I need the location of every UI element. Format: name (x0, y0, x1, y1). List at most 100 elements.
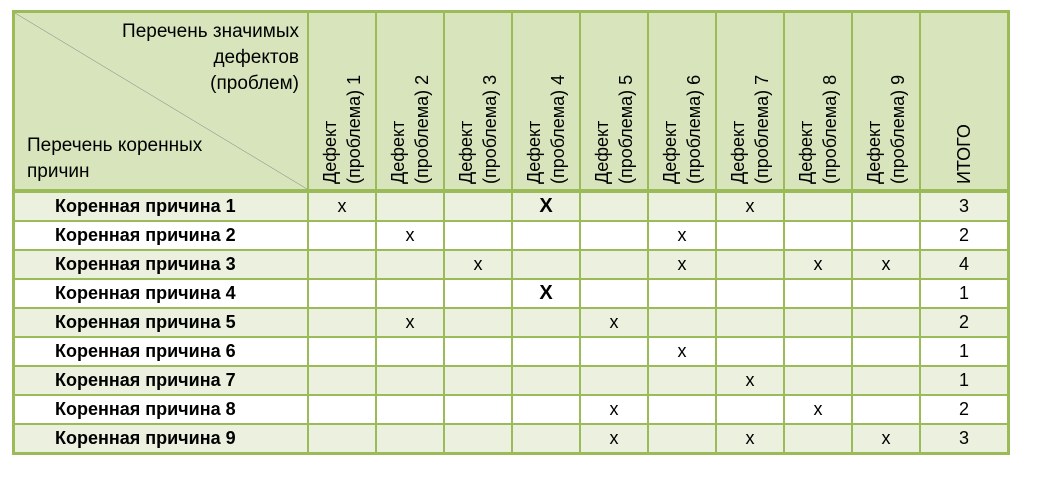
matrix-cell (511, 307, 581, 338)
matrix-cell (307, 278, 377, 309)
matrix-cell (443, 365, 513, 396)
matrix-cell: x (443, 249, 513, 280)
defect-column-header: Дефект (проблема) 9 (851, 10, 921, 193)
row-total: 1 (919, 365, 1010, 396)
table-row: Коренная причина 7 x 1 (12, 365, 1010, 396)
matrix-cell (375, 278, 445, 309)
matrix-cell: x (851, 423, 921, 455)
total-header-label: ИТОГО (954, 124, 974, 184)
total-header-text: ИТОГО (952, 18, 976, 184)
matrix-cell (783, 220, 853, 251)
defect-header-line: Дефект (592, 120, 612, 184)
matrix-cell: x (307, 190, 377, 222)
table-row: Коренная причина 4 X 1 (12, 278, 1010, 309)
matrix-cell (307, 365, 377, 396)
matrix-cell (579, 278, 649, 309)
matrix-cell: X (511, 190, 581, 222)
defect-column-header: Дефект (проблема) 3 (443, 10, 513, 193)
matrix-cell: x (851, 249, 921, 280)
defect-header-line: (проблема) 4 (548, 74, 568, 184)
matrix-cell (307, 394, 377, 425)
defect-header-line: Дефект (728, 120, 748, 184)
matrix-cell (647, 423, 717, 455)
matrix-cell (647, 307, 717, 338)
matrix-cell: x (715, 190, 785, 222)
matrix-cell (783, 278, 853, 309)
row-total: 4 (919, 249, 1010, 280)
defect-header-line: (проблема) 2 (412, 74, 432, 184)
defect-column-header: Дефект (проблема) 8 (783, 10, 853, 193)
defect-column-header: Дефект (проблема) 4 (511, 10, 581, 193)
matrix-cell (579, 365, 649, 396)
matrix-cell (647, 278, 717, 309)
matrix-cell (715, 336, 785, 367)
root-cause-label: Коренная причина 5 (12, 307, 309, 338)
defect-header-text: Дефект (проблема) 9 (862, 18, 910, 184)
defect-header-line: Дефект (864, 120, 884, 184)
matrix-cell (511, 365, 581, 396)
defects-caption-line: Перечень значимых (122, 21, 299, 42)
matrix-cell (443, 190, 513, 222)
matrix-cell (579, 190, 649, 222)
matrix-cell (443, 394, 513, 425)
defect-header-line: Дефект (660, 120, 680, 184)
defect-header-line: Дефект (524, 120, 544, 184)
defect-column-header: Дефект (проблема) 1 (307, 10, 377, 193)
header-row: Перечень значимых дефектов (проблем) Пер… (12, 10, 1010, 193)
matrix-cell (715, 307, 785, 338)
defect-header-line: (проблема) 3 (480, 74, 500, 184)
matrix-cell (375, 249, 445, 280)
matrix-cell: x (715, 423, 785, 455)
matrix-cell (851, 278, 921, 309)
matrix-cell (783, 307, 853, 338)
row-total: 3 (919, 423, 1010, 455)
causes-caption-line: причин (27, 161, 90, 182)
table-row: Коренная причина 6 x 1 (12, 336, 1010, 367)
defect-header-line: (проблема) 7 (752, 74, 772, 184)
defect-column-header: Дефект (проблема) 2 (375, 10, 445, 193)
defect-header-line: Дефект (320, 120, 340, 184)
matrix-cell (443, 423, 513, 455)
row-total: 2 (919, 220, 1010, 251)
matrix-cell (783, 365, 853, 396)
matrix-cell (851, 190, 921, 222)
root-cause-label: Коренная причина 6 (12, 336, 309, 367)
defect-header-line: (проблема) 1 (344, 74, 364, 184)
matrix-cell (443, 278, 513, 309)
total-column-header: ИТОГО (919, 10, 1010, 193)
matrix-cell (511, 394, 581, 425)
row-total: 1 (919, 336, 1010, 367)
matrix-cell (851, 365, 921, 396)
matrix-cell (851, 220, 921, 251)
matrix-cell: x (647, 336, 717, 367)
causes-caption-line: Перечень коренных (27, 135, 203, 156)
root-cause-label: Коренная причина 1 (12, 190, 309, 222)
matrix-cell (851, 307, 921, 338)
defects-list-caption: Перечень значимых дефектов (проблем) (122, 19, 299, 97)
root-cause-label: Коренная причина 7 (12, 365, 309, 396)
matrix-cell (307, 423, 377, 455)
row-total: 2 (919, 307, 1010, 338)
matrix-cell (375, 365, 445, 396)
matrix-cell (783, 190, 853, 222)
defects-caption-line: дефектов (213, 47, 299, 68)
matrix-cell (511, 423, 581, 455)
matrix-cell (375, 190, 445, 222)
defect-header-line: (проблема) 8 (820, 74, 840, 184)
defect-header-line: Дефект (388, 120, 408, 184)
matrix-cell: x (579, 307, 649, 338)
matrix-cell (511, 336, 581, 367)
matrix-cell (647, 365, 717, 396)
matrix-cell: x (579, 394, 649, 425)
root-cause-label: Коренная причина 2 (12, 220, 309, 251)
defect-column-header: Дефект (проблема) 5 (579, 10, 649, 193)
matrix-cell (443, 220, 513, 251)
corner-cell: Перечень значимых дефектов (проблем) Пер… (12, 10, 309, 193)
root-cause-label: Коренная причина 8 (12, 394, 309, 425)
causes-list-caption: Перечень коренных причин (27, 133, 202, 185)
table-row: Коренная причина 2 x x 2 (12, 220, 1010, 251)
root-cause-label: Коренная причина 3 (12, 249, 309, 280)
root-cause-label: Коренная причина 4 (12, 278, 309, 309)
matrix-cell: x (375, 307, 445, 338)
